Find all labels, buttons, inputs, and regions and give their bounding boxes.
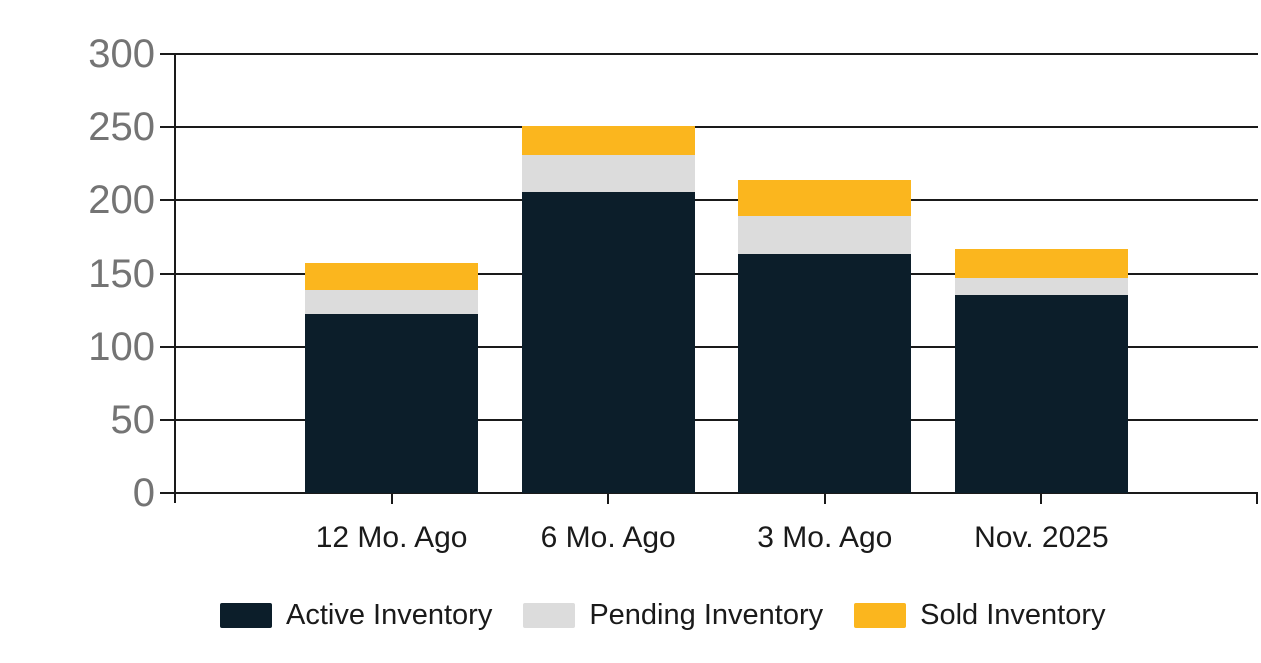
gridline-250	[160, 126, 1258, 129]
legend-label-active-inventory: Active Inventory	[286, 599, 493, 631]
gridline-0	[160, 492, 1258, 494]
bar-nov-2025-pending-inventory	[954, 277, 1128, 296]
bar-3-mo-ago-active-inventory	[738, 254, 912, 493]
y-axis-tick-label-150: 150	[88, 251, 155, 296]
y-axis-tick-label-200: 200	[88, 178, 155, 223]
chart-legend: Active Inventory Pending Inventory Sold In…	[220, 601, 1106, 630]
gridline-50	[160, 418, 1258, 421]
bar-nov-2025-sold-inventory	[954, 248, 1128, 278]
bar-3-mo-ago-pending-inventory	[738, 216, 912, 255]
bar-nov-2025-active-inventory	[954, 295, 1128, 493]
x-axis-tick-3-mo-ago	[823, 494, 826, 504]
y-axis-line	[174, 54, 176, 503]
bar-3-mo-ago-sold-inventory	[738, 179, 912, 217]
x-axis-tick-label-3-mo-ago: 3 Mo. Ago	[757, 521, 893, 554]
gridline-100	[160, 345, 1258, 348]
legend-swatch-sold-inventory	[854, 603, 907, 628]
gridline-200	[160, 199, 1258, 202]
x-axis-tick-label-nov-2025: Nov. 2025	[974, 521, 1109, 554]
y-axis-tick-label-0: 0	[132, 471, 155, 515]
bar-12-mo-ago-sold-inventory	[305, 263, 479, 290]
y-axis-tick-label-100: 100	[88, 324, 155, 369]
bar-12-mo-ago-active-inventory	[305, 314, 479, 493]
legend-label-pending-inventory: Pending Inventory	[589, 599, 824, 631]
gridline-300	[160, 53, 1258, 55]
legend-item-active-inventory: Active Inventory	[220, 601, 492, 630]
bar-6-mo-ago-active-inventory	[521, 191, 695, 493]
x-axis-end-tick	[1256, 494, 1258, 504]
y-axis-tick-label-250: 250	[88, 105, 155, 150]
legend-swatch-pending-inventory	[523, 603, 576, 628]
bar-12-mo-ago-pending-inventory	[305, 289, 479, 315]
legend-label-sold-inventory: Sold Inventory	[920, 599, 1106, 631]
bar-6-mo-ago-pending-inventory	[521, 154, 695, 192]
x-axis-tick-nov-2025	[1040, 494, 1043, 504]
legend-item-sold-inventory: Sold Inventory	[854, 599, 1106, 631]
x-axis-tick-label-6-mo-ago: 6 Mo. Ago	[540, 521, 676, 554]
legend-swatch-active-inventory	[220, 603, 272, 628]
y-axis-tick-label-50: 50	[110, 397, 156, 442]
x-axis-tick-12-mo-ago	[390, 494, 393, 504]
gridline-150	[160, 272, 1258, 275]
bar-6-mo-ago-sold-inventory	[521, 125, 695, 155]
y-axis-tick-label-300: 300	[88, 32, 155, 76]
x-axis-tick-6-mo-ago	[607, 494, 610, 504]
legend-item-pending-inventory: Pending Inventory	[523, 601, 823, 630]
x-axis-tick-label-12-mo-ago: 12 Mo. Ago	[315, 521, 468, 554]
